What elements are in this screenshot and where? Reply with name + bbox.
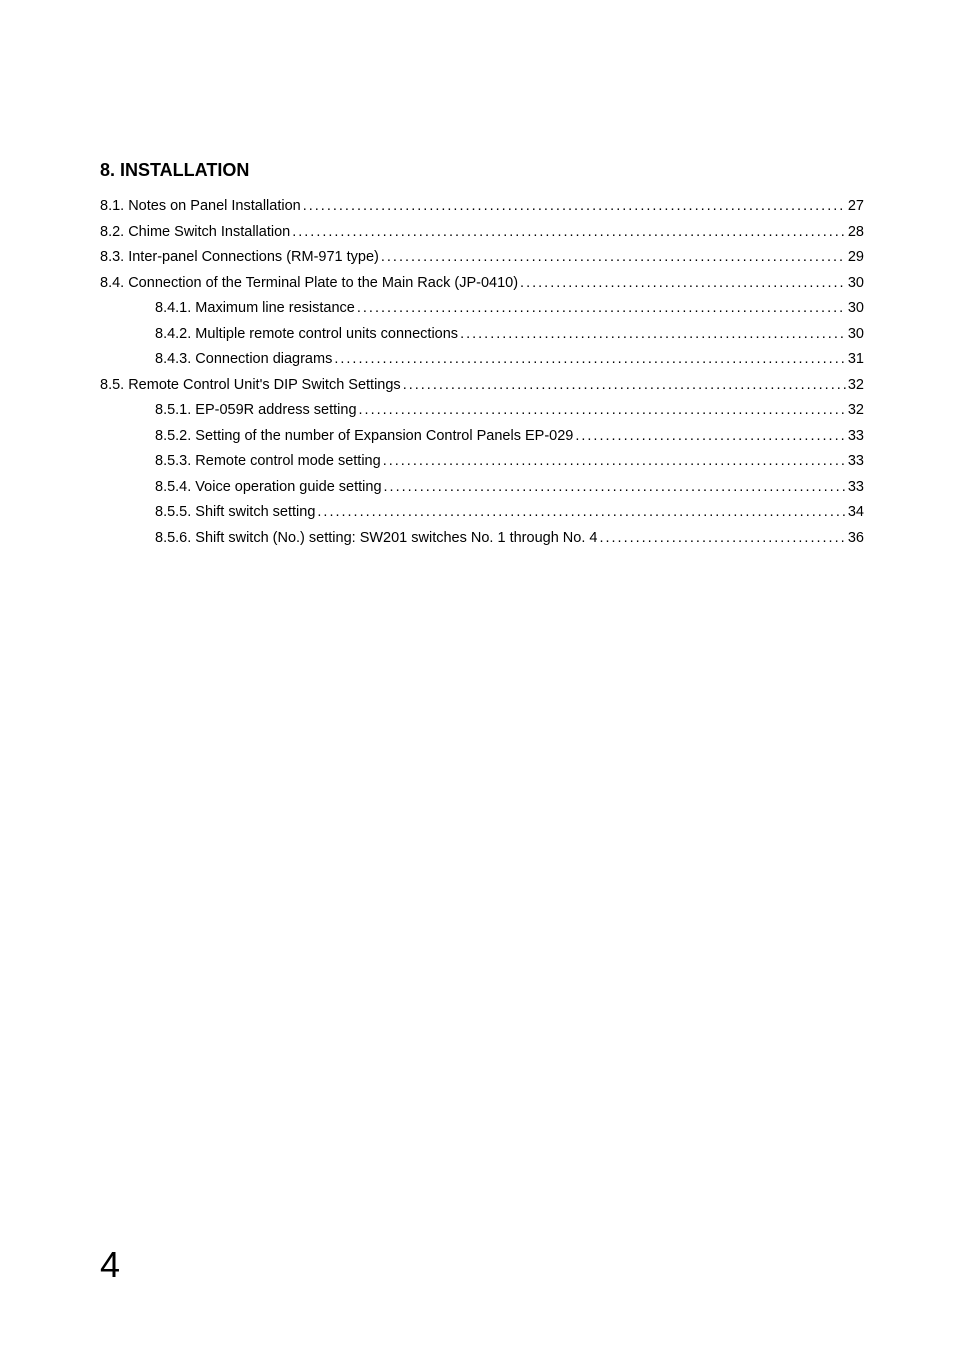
toc-entry-label: 8.5.2. Setting of the number of Expansio…: [155, 429, 573, 444]
toc-leader-dots: [317, 505, 845, 520]
toc-entry: 8.5.5. Shift switch setting 34: [100, 505, 864, 520]
table-of-contents: 8.1. Notes on Panel Installation 27 8.2.…: [100, 199, 864, 545]
toc-entry-page: 30: [848, 327, 864, 342]
toc-leader-dots: [334, 352, 846, 367]
toc-entry-label: 8.3. Inter-panel Connections (RM-971 typ…: [100, 250, 379, 265]
toc-leader-dots: [520, 276, 846, 291]
toc-entry-page: 29: [848, 250, 864, 265]
toc-leader-dots: [384, 480, 846, 495]
toc-entry-page: 33: [848, 454, 864, 469]
toc-entry-page: 33: [848, 480, 864, 495]
toc-entry-page: 36: [848, 531, 864, 546]
toc-leader-dots: [359, 403, 846, 418]
page-number: 4: [100, 1244, 120, 1286]
toc-entry-page: 33: [848, 429, 864, 444]
page-container: 8. INSTALLATION 8.1. Notes on Panel Inst…: [0, 0, 954, 1351]
toc-entry-label: 8.5. Remote Control Unit's DIP Switch Se…: [100, 378, 401, 393]
toc-entry-page: 30: [848, 301, 864, 316]
toc-entry-label: 8.5.4. Voice operation guide setting: [155, 480, 382, 495]
toc-leader-dots: [460, 327, 846, 342]
toc-entry-label: 8.4.3. Connection diagrams: [155, 352, 332, 367]
toc-entry-label: 8.5.6. Shift switch (No.) setting: SW201…: [155, 531, 597, 546]
toc-entry: 8.4.1. Maximum line resistance 30: [100, 301, 864, 316]
toc-entry: 8.2. Chime Switch Installation 28: [100, 225, 864, 240]
toc-entry-label: 8.4. Connection of the Terminal Plate to…: [100, 276, 518, 291]
toc-entry: 8.5.4. Voice operation guide setting 33: [100, 480, 864, 495]
toc-leader-dots: [599, 531, 845, 546]
section-heading: 8. INSTALLATION: [100, 160, 864, 181]
toc-entry-label: 8.5.3. Remote control mode setting: [155, 454, 381, 469]
toc-entry-label: 8.4.1. Maximum line resistance: [155, 301, 355, 316]
toc-entry: 8.5.2. Setting of the number of Expansio…: [100, 429, 864, 444]
toc-entry-page: 31: [848, 352, 864, 367]
toc-entry-label: 8.5.1. EP-059R address setting: [155, 403, 357, 418]
toc-leader-dots: [403, 378, 846, 393]
toc-entry-page: 28: [848, 225, 864, 240]
toc-entry-label: 8.2. Chime Switch Installation: [100, 225, 290, 240]
toc-entry: 8.5.3. Remote control mode setting 33: [100, 454, 864, 469]
toc-entry-page: 34: [848, 505, 864, 520]
toc-leader-dots: [357, 301, 846, 316]
toc-entry: 8.3. Inter-panel Connections (RM-971 typ…: [100, 250, 864, 265]
toc-entry-page: 27: [848, 199, 864, 214]
toc-entry: 8.5. Remote Control Unit's DIP Switch Se…: [100, 378, 864, 393]
toc-entry-page: 32: [848, 378, 864, 393]
toc-entry-label: 8.4.2. Multiple remote control units con…: [155, 327, 458, 342]
toc-entry: 8.4.2. Multiple remote control units con…: [100, 327, 864, 342]
toc-leader-dots: [292, 225, 846, 240]
toc-entry-label: 8.1. Notes on Panel Installation: [100, 199, 301, 214]
toc-entry: 8.5.6. Shift switch (No.) setting: SW201…: [100, 531, 864, 546]
toc-entry: 8.4. Connection of the Terminal Plate to…: [100, 276, 864, 291]
toc-entry-page: 32: [848, 403, 864, 418]
toc-entry: 8.1. Notes on Panel Installation 27: [100, 199, 864, 214]
toc-entry: 8.4.3. Connection diagrams 31: [100, 352, 864, 367]
toc-entry: 8.5.1. EP-059R address setting 32: [100, 403, 864, 418]
toc-entry-label: 8.5.5. Shift switch setting: [155, 505, 315, 520]
toc-leader-dots: [383, 454, 846, 469]
toc-leader-dots: [381, 250, 846, 265]
toc-leader-dots: [303, 199, 846, 214]
toc-leader-dots: [575, 429, 846, 444]
toc-entry-page: 30: [848, 276, 864, 291]
